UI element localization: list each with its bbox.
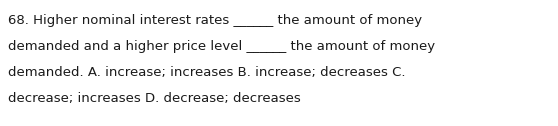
Text: demanded. A. increase; increases B. increase; decreases C.: demanded. A. increase; increases B. incr… — [8, 66, 406, 79]
Text: 68. Higher nominal interest rates ______ the amount of money: 68. Higher nominal interest rates ______… — [8, 14, 422, 27]
Text: demanded and a higher price level ______ the amount of money: demanded and a higher price level ______… — [8, 40, 435, 53]
Text: decrease; increases D. decrease; decreases: decrease; increases D. decrease; decreas… — [8, 92, 301, 105]
